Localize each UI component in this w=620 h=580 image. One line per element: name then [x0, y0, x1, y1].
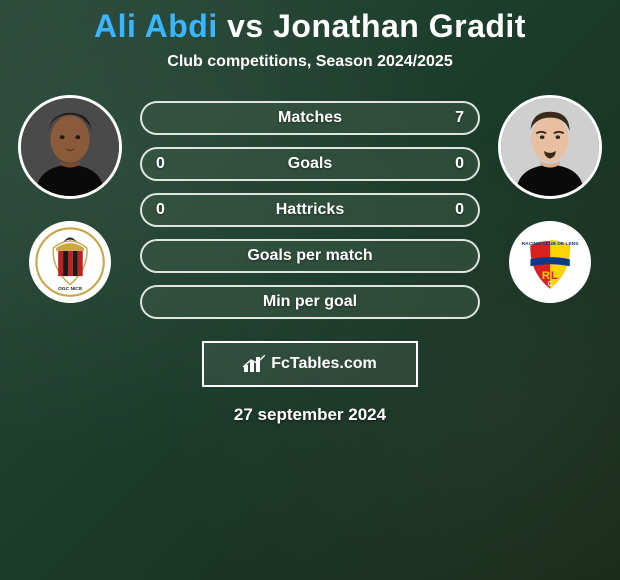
stat-left-value: 0 [156, 201, 165, 219]
svg-text:L: L [551, 270, 558, 282]
right-column: RACING CLUB DE LENS R L C [498, 95, 602, 303]
comparison-title: Ali Abdi vs Jonathan Gradit [94, 8, 526, 45]
stat-right-value: 7 [455, 109, 464, 127]
nice-crest-icon: OGC NICE [35, 227, 105, 297]
stat-row-min-per-goal: Min per goal [140, 285, 480, 319]
svg-text:R: R [542, 270, 550, 282]
lens-crest-icon: RACING CLUB DE LENS R L C [515, 227, 585, 297]
stat-right-value: 0 [455, 155, 464, 173]
player2-avatar [498, 95, 602, 199]
brand-box: FcTables.com [202, 341, 418, 387]
stat-row-goals: 0 Goals 0 [140, 147, 480, 181]
player1-avatar [18, 95, 122, 199]
stat-label: Matches [278, 109, 342, 127]
vs-text: vs [227, 8, 264, 44]
stat-label: Goals [288, 155, 332, 173]
player2-club-badge: RACING CLUB DE LENS R L C [509, 221, 591, 303]
stat-row-matches: Matches 7 [140, 101, 480, 135]
date-text: 27 september 2024 [234, 405, 386, 425]
stat-label: Hattricks [276, 201, 344, 219]
subtitle: Club competitions, Season 2024/2025 [167, 53, 452, 71]
stat-label: Min per goal [263, 293, 357, 311]
svg-text:OGC NICE: OGC NICE [58, 286, 83, 292]
player1-portrait-icon [21, 98, 119, 196]
bar-chart-icon [243, 355, 265, 373]
player1-club-badge: OGC NICE [29, 221, 111, 303]
brand-text: FcTables.com [271, 355, 377, 373]
stat-row-goals-per-match: Goals per match [140, 239, 480, 273]
stat-row-hattricks: 0 Hattricks 0 [140, 193, 480, 227]
stat-left-value: 0 [156, 155, 165, 173]
stat-right-value: 0 [455, 201, 464, 219]
main-row: OGC NICE Matches 7 0 Goals 0 0 Hattricks… [0, 95, 620, 319]
player2-portrait-icon [501, 98, 599, 196]
player2-name: Jonathan Gradit [273, 8, 526, 44]
player1-name: Ali Abdi [94, 8, 218, 44]
stat-label: Goals per match [247, 247, 372, 265]
svg-text:C: C [547, 281, 552, 288]
left-column: OGC NICE [18, 95, 122, 303]
svg-text:RACING CLUB DE LENS: RACING CLUB DE LENS [522, 241, 580, 247]
stats-column: Matches 7 0 Goals 0 0 Hattricks 0 Goals … [140, 95, 480, 319]
